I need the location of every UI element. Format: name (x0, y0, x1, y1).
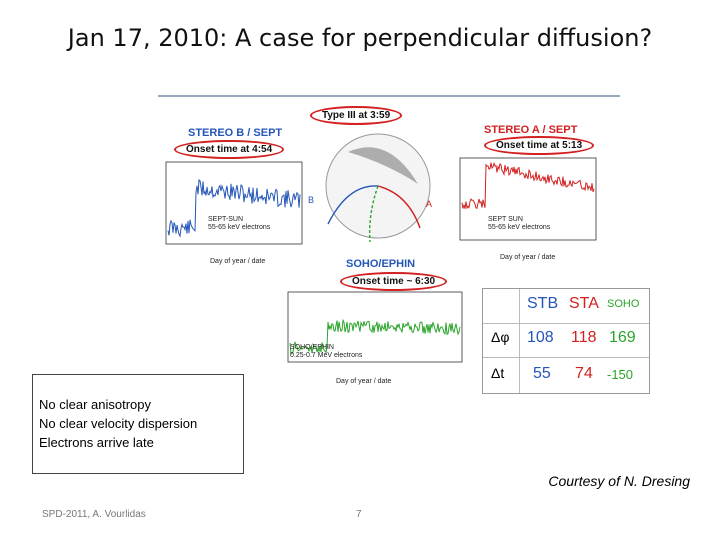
stereo-a-title: STEREO A / SEPT (484, 124, 578, 136)
note-line-2: No clear velocity dispersion (39, 416, 198, 431)
row1-stb: 108 (527, 329, 554, 346)
soho-plot (287, 291, 463, 363)
table-row-divider-2 (483, 357, 649, 358)
type3-label: Type III at 3:59 (310, 106, 403, 125)
row2-soho: -150 (607, 367, 634, 382)
table-col-divider (519, 289, 520, 393)
page-number: 7 (356, 509, 362, 520)
stereo-b-plot (165, 161, 303, 245)
stereo-a-energy: 55-65 keV electrons (488, 224, 551, 231)
stereo-a-xlabel: Day of year / date (500, 254, 556, 261)
soho-inst: SOHO/EPHIN (290, 344, 334, 351)
stereo-b-onset: Onset time at 4:54 (174, 140, 285, 159)
soho-title: SOHO/EPHIN (346, 258, 416, 270)
stereo-a-inst: SEPT SUN (488, 216, 523, 223)
stereo-b-title: STEREO B / SEPT (188, 127, 283, 139)
header-sta: STA (569, 295, 599, 312)
stereo-b-energy: 55-65 keV electrons (208, 224, 271, 231)
header-stb: STB (527, 295, 559, 312)
row1-label: Δφ (491, 329, 510, 345)
header-soho: SOHO (607, 298, 640, 310)
orbit-diagram (325, 133, 431, 243)
stereo-b-xlabel: Day of year / date (210, 258, 266, 265)
soho-xlabel: Day of year / date (336, 378, 392, 385)
table-row-divider-1 (483, 323, 649, 324)
courtesy-credit: Courtesy of N. Dresing (548, 473, 690, 489)
footer-author: SPD-2011, A. Vourlidas (42, 509, 146, 520)
row2-sta: 74 (575, 365, 593, 382)
soho-energy: 0.25-0.7 MeV electrons (290, 352, 363, 359)
note-line-1: No clear anisotropy (39, 397, 151, 412)
stereo-a-plot (459, 157, 597, 241)
composite-figure: Type III at 3:59 STEREO B / SEPT Onset t… (140, 92, 660, 392)
observations-box: No clear anisotropy No clear velocity di… (32, 374, 244, 474)
orbit-b-label: B (308, 195, 315, 205)
row1-sta: 118 (571, 329, 597, 346)
slide-title: Jan 17, 2010: A case for perpendicular d… (67, 24, 653, 52)
note-line-3: Electrons arrive late (39, 435, 154, 450)
stereo-a-onset: Onset time at 5:13 (484, 136, 595, 155)
angle-delay-table: STB STA SOHO Δφ 108 118 169 Δt 55 74 -15… (482, 288, 650, 394)
orbit-a-label: A (426, 199, 433, 209)
figure-top-rule (158, 95, 620, 97)
row2-label: Δt (491, 365, 505, 381)
soho-onset: Onset time ~ 6:30 (340, 272, 448, 291)
row2-stb: 55 (533, 365, 551, 382)
stereo-b-inst: SEPT-SUN (208, 216, 244, 223)
row1-soho: 169 (609, 329, 636, 346)
